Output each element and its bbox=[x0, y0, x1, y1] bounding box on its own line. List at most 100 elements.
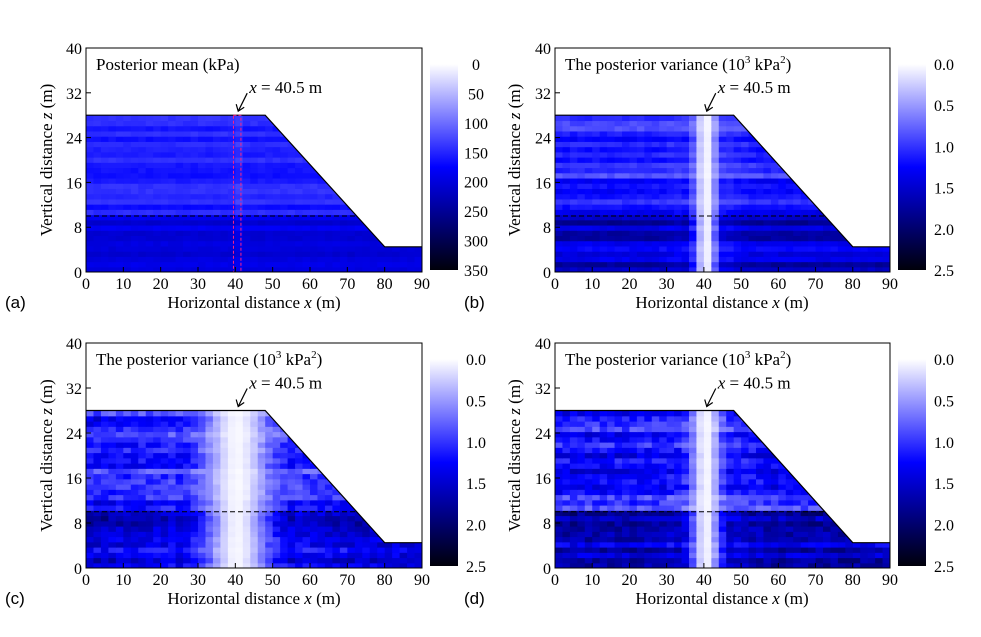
heat-cell bbox=[272, 520, 281, 527]
heat-cell bbox=[741, 157, 750, 163]
heat-cell bbox=[414, 188, 422, 195]
heat-cell bbox=[250, 224, 259, 231]
heat-cell bbox=[718, 505, 727, 511]
heat-cell bbox=[748, 219, 757, 226]
heat-cell bbox=[607, 266, 616, 272]
heat-cell bbox=[220, 520, 229, 527]
heat-cell bbox=[584, 162, 593, 169]
heat-cell bbox=[198, 531, 207, 538]
heat-cell bbox=[100, 125, 109, 132]
heat-cell bbox=[339, 125, 348, 132]
heat-cell bbox=[407, 499, 416, 506]
heat-cell bbox=[748, 251, 757, 257]
heat-cell bbox=[257, 162, 266, 169]
heat-cell bbox=[310, 251, 319, 257]
heat-cell bbox=[399, 120, 408, 127]
heat-cell bbox=[227, 136, 236, 142]
heat-cell bbox=[198, 526, 207, 532]
heat-cell bbox=[875, 251, 884, 257]
heat-cell bbox=[168, 188, 177, 195]
heat-cell bbox=[629, 552, 638, 559]
heat-cell bbox=[317, 452, 326, 459]
heat-cell bbox=[607, 130, 616, 137]
heat-cell bbox=[205, 177, 214, 184]
heat-cell bbox=[93, 240, 102, 247]
heat-cell bbox=[414, 499, 422, 506]
heat-cell bbox=[362, 209, 371, 216]
heat-cell bbox=[100, 415, 109, 422]
heat-cell bbox=[830, 557, 839, 564]
heat-cell bbox=[220, 209, 229, 216]
x-axis-label-unit: (m) bbox=[312, 293, 341, 312]
heat-cell bbox=[272, 489, 281, 496]
heat-cell bbox=[555, 489, 564, 496]
heat-cell bbox=[115, 562, 124, 568]
slope-outline bbox=[86, 114, 422, 248]
heat-cell bbox=[384, 531, 393, 538]
heat-cell bbox=[882, 146, 890, 153]
heat-cell bbox=[770, 520, 779, 527]
heat-cell bbox=[145, 224, 154, 231]
heat-cell bbox=[324, 557, 333, 564]
heat-cell bbox=[295, 125, 304, 132]
heat-cell bbox=[875, 198, 884, 205]
heat-cell bbox=[242, 172, 251, 179]
heat-cell bbox=[681, 245, 690, 252]
heat-cell bbox=[599, 183, 608, 189]
heat-cell bbox=[317, 442, 326, 448]
heat-cell bbox=[377, 130, 386, 137]
heat-cell bbox=[115, 410, 124, 417]
heat-cell bbox=[815, 562, 824, 568]
heat-cell bbox=[265, 526, 274, 532]
heat-cell bbox=[235, 240, 244, 247]
heat-cell bbox=[584, 120, 593, 127]
heat-cell bbox=[183, 136, 192, 142]
y-tick-label: 8 bbox=[543, 220, 551, 237]
heat-cell bbox=[562, 224, 571, 231]
annotation-arrowhead bbox=[235, 104, 245, 113]
heat-cell bbox=[130, 557, 139, 564]
heat-cell bbox=[622, 235, 631, 242]
heat-cell bbox=[168, 266, 177, 272]
heat-cell bbox=[138, 457, 147, 464]
heat-cell bbox=[860, 489, 869, 496]
heat-cell bbox=[138, 224, 147, 231]
heat-cell bbox=[741, 214, 750, 221]
heat-cell bbox=[407, 251, 416, 257]
heat-cell bbox=[160, 136, 169, 142]
heat-cell bbox=[86, 157, 95, 163]
heat-cell bbox=[369, 415, 378, 422]
heat-cell bbox=[770, 162, 779, 169]
heat-cell bbox=[703, 136, 712, 142]
heat-cell bbox=[599, 536, 608, 543]
heat-cell bbox=[756, 162, 765, 169]
heat-cell bbox=[569, 531, 578, 538]
heat-cell bbox=[175, 431, 184, 438]
heat-cell bbox=[622, 157, 631, 163]
heat-cell bbox=[190, 505, 199, 511]
heat-cell bbox=[220, 415, 229, 422]
heat-cell bbox=[265, 120, 274, 127]
heat-cell bbox=[347, 447, 356, 454]
heat-cell bbox=[763, 177, 772, 184]
heat-cell bbox=[696, 531, 705, 538]
heat-cell bbox=[354, 219, 363, 226]
heat-cell bbox=[190, 251, 199, 257]
heat-cell bbox=[644, 136, 653, 142]
heat-cell bbox=[295, 447, 304, 454]
heat-cell bbox=[354, 183, 363, 189]
heat-cell bbox=[257, 494, 266, 501]
heat-cell bbox=[257, 526, 266, 532]
heat-cell bbox=[362, 484, 371, 490]
heat-cell bbox=[562, 510, 571, 517]
heat-cell bbox=[287, 557, 296, 564]
heat-cell bbox=[882, 499, 890, 506]
heat-cell bbox=[354, 547, 363, 553]
heat-cell bbox=[272, 552, 281, 559]
heat-cell bbox=[130, 552, 139, 559]
heat-cell bbox=[287, 510, 296, 517]
heat-cell bbox=[235, 115, 244, 122]
heat-cell bbox=[324, 552, 333, 559]
heat-cell bbox=[681, 224, 690, 231]
heat-cell bbox=[778, 494, 787, 501]
